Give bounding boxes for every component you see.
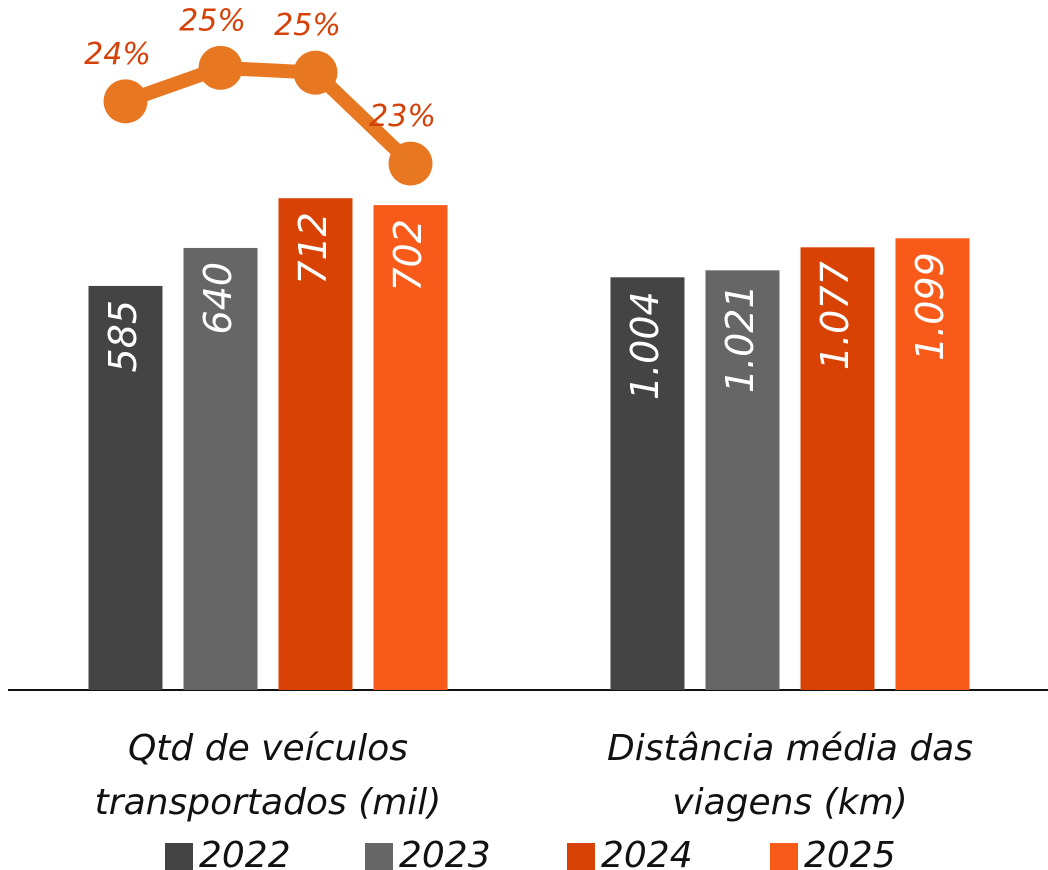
legend-swatch	[165, 843, 193, 870]
legend-label: 2023	[399, 835, 491, 870]
legend-swatch	[770, 843, 798, 870]
bar-value-label: 712	[291, 212, 335, 285]
line	[123, 60, 416, 169]
line-value-label: 25%	[179, 3, 246, 38]
bar	[705, 270, 780, 690]
line-marker	[293, 50, 338, 95]
line-value-label: 24%	[84, 37, 151, 72]
line-marker	[103, 79, 148, 124]
bar-value-label: 640	[196, 262, 240, 335]
bar	[895, 238, 970, 691]
bar-value-label: 1.077	[813, 261, 857, 370]
bar-value-label: 585	[101, 300, 145, 373]
legend-label: 2025	[804, 835, 896, 870]
bar	[183, 247, 258, 690]
bar	[610, 277, 685, 690]
bar-value-label: 1.021	[718, 284, 762, 393]
line-marker	[388, 141, 433, 186]
bar	[278, 198, 353, 691]
legend-swatch	[365, 843, 393, 870]
x-axis-label: Distância média das viagens (km)	[606, 728, 973, 823]
line-value-label: 23%	[369, 99, 436, 134]
legend-label: 2024	[601, 835, 693, 870]
bar	[88, 285, 163, 690]
legend-swatch	[567, 843, 595, 870]
bar-value-label: 1.004	[623, 291, 667, 400]
line-value-label: 25%	[274, 8, 341, 43]
line-marker	[198, 45, 243, 90]
bar	[373, 205, 448, 690]
bar	[800, 247, 875, 690]
legend-label: 2022	[199, 835, 291, 870]
bar-value-label: 1.099	[908, 252, 952, 361]
x-axis-label: Qtd de veículos transportados (mil)	[94, 728, 442, 823]
bar-value-label: 702	[386, 219, 430, 292]
